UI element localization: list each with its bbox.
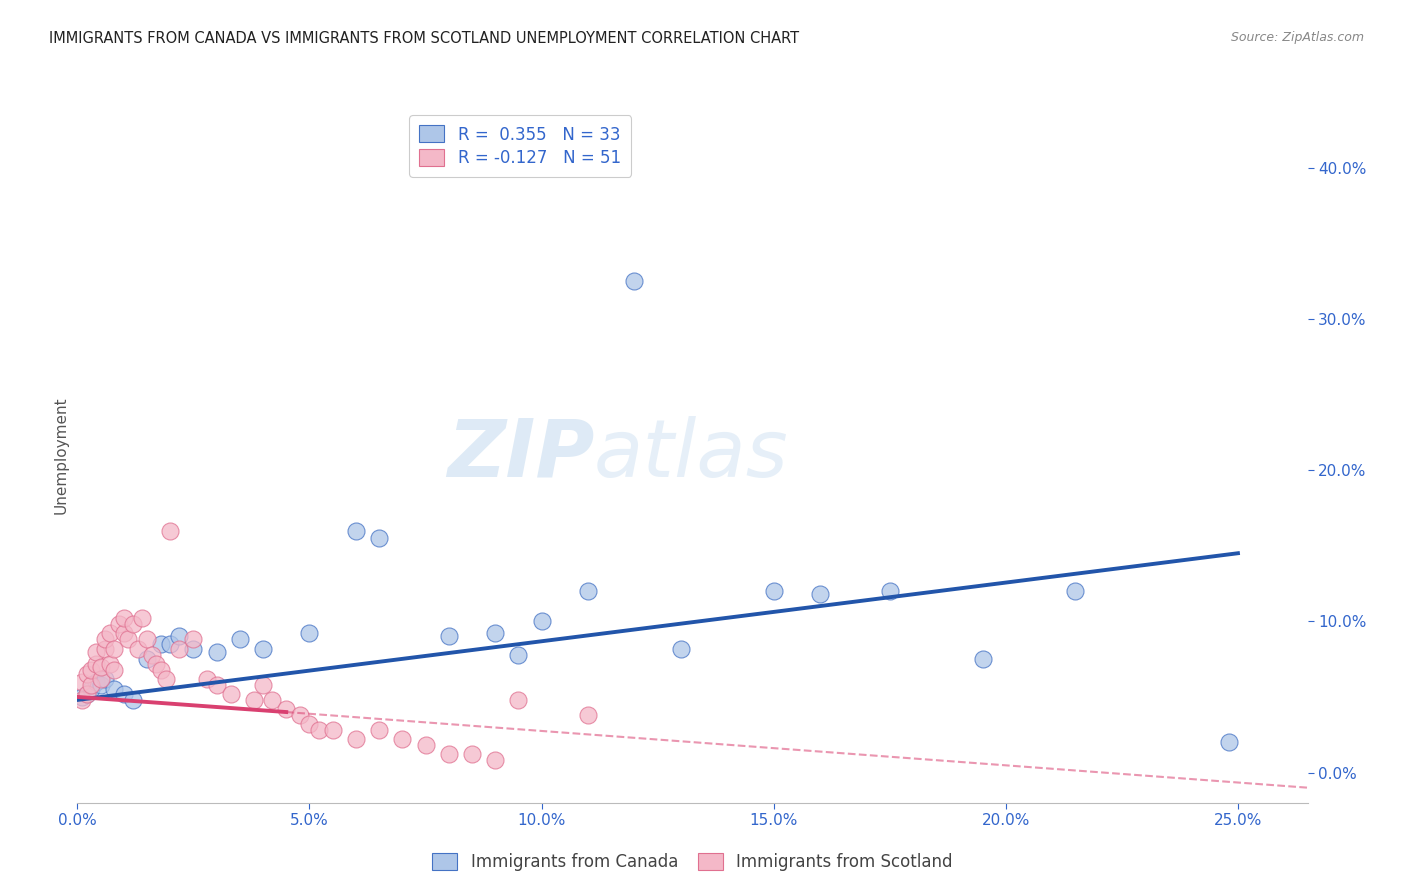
Point xyxy=(344,524,367,538)
Point xyxy=(98,657,121,671)
Point xyxy=(76,667,98,681)
Point xyxy=(169,641,191,656)
Point xyxy=(80,663,103,677)
Point xyxy=(195,672,218,686)
Point xyxy=(84,674,107,689)
Point xyxy=(84,657,107,671)
Point xyxy=(484,754,506,768)
Point xyxy=(136,632,159,647)
Point xyxy=(308,723,330,738)
Point xyxy=(368,531,391,545)
Point xyxy=(530,615,553,629)
Point xyxy=(112,626,135,640)
Point xyxy=(808,587,831,601)
Point xyxy=(972,652,994,666)
Point xyxy=(205,678,228,692)
Point xyxy=(122,693,145,707)
Point xyxy=(103,682,125,697)
Point xyxy=(415,739,437,753)
Point xyxy=(159,524,181,538)
Point xyxy=(112,687,135,701)
Point xyxy=(508,693,530,707)
Point xyxy=(484,626,506,640)
Point xyxy=(1218,735,1240,749)
Point xyxy=(145,657,167,671)
Point xyxy=(136,652,159,666)
Point xyxy=(76,687,98,701)
Point xyxy=(70,693,93,707)
Point xyxy=(155,672,177,686)
Point xyxy=(94,632,117,647)
Point xyxy=(322,723,344,738)
Point xyxy=(141,648,163,662)
Point xyxy=(762,584,785,599)
Point xyxy=(391,732,413,747)
Point xyxy=(368,723,391,738)
Point xyxy=(508,648,530,662)
Text: Source: ZipAtlas.com: Source: ZipAtlas.com xyxy=(1230,31,1364,45)
Point xyxy=(461,747,484,762)
Point xyxy=(242,693,264,707)
Point xyxy=(576,584,599,599)
Point xyxy=(669,641,692,656)
Point xyxy=(288,708,311,723)
Point xyxy=(169,629,191,643)
Y-axis label: Unemployment: Unemployment xyxy=(53,396,69,514)
Point xyxy=(149,663,172,677)
Point xyxy=(229,632,252,647)
Point xyxy=(84,644,107,658)
Point xyxy=(437,629,460,643)
Point xyxy=(262,693,284,707)
Point xyxy=(80,678,103,692)
Point xyxy=(76,687,98,701)
Point xyxy=(122,617,145,632)
Point xyxy=(108,617,131,632)
Point xyxy=(276,702,298,716)
Point xyxy=(90,659,112,673)
Point xyxy=(252,641,274,656)
Point xyxy=(94,641,117,656)
Point xyxy=(80,682,103,697)
Point xyxy=(98,626,121,640)
Point xyxy=(219,687,242,701)
Point xyxy=(437,747,460,762)
Point xyxy=(117,632,139,647)
Point xyxy=(344,732,367,747)
Legend: Immigrants from Canada, Immigrants from Scotland: Immigrants from Canada, Immigrants from … xyxy=(426,847,959,878)
Text: atlas: atlas xyxy=(595,416,789,494)
Point xyxy=(127,641,149,656)
Point xyxy=(70,690,93,704)
Point xyxy=(112,611,135,625)
Point xyxy=(183,632,205,647)
Text: ZIP: ZIP xyxy=(447,416,595,494)
Point xyxy=(70,674,93,689)
Point xyxy=(623,274,645,288)
Point xyxy=(298,626,321,640)
Point xyxy=(131,611,153,625)
Point xyxy=(103,663,125,677)
Point xyxy=(1064,584,1087,599)
Point xyxy=(90,672,112,686)
Point xyxy=(159,637,181,651)
Point xyxy=(879,584,901,599)
Point xyxy=(183,641,205,656)
Point xyxy=(103,641,125,656)
Text: IMMIGRANTS FROM CANADA VS IMMIGRANTS FROM SCOTLAND UNEMPLOYMENT CORRELATION CHAR: IMMIGRANTS FROM CANADA VS IMMIGRANTS FRO… xyxy=(49,31,800,46)
Point xyxy=(205,644,228,658)
Point xyxy=(149,637,172,651)
Point xyxy=(298,717,321,731)
Point xyxy=(90,678,112,692)
Point xyxy=(252,678,274,692)
Point xyxy=(576,708,599,723)
Point xyxy=(94,672,117,686)
